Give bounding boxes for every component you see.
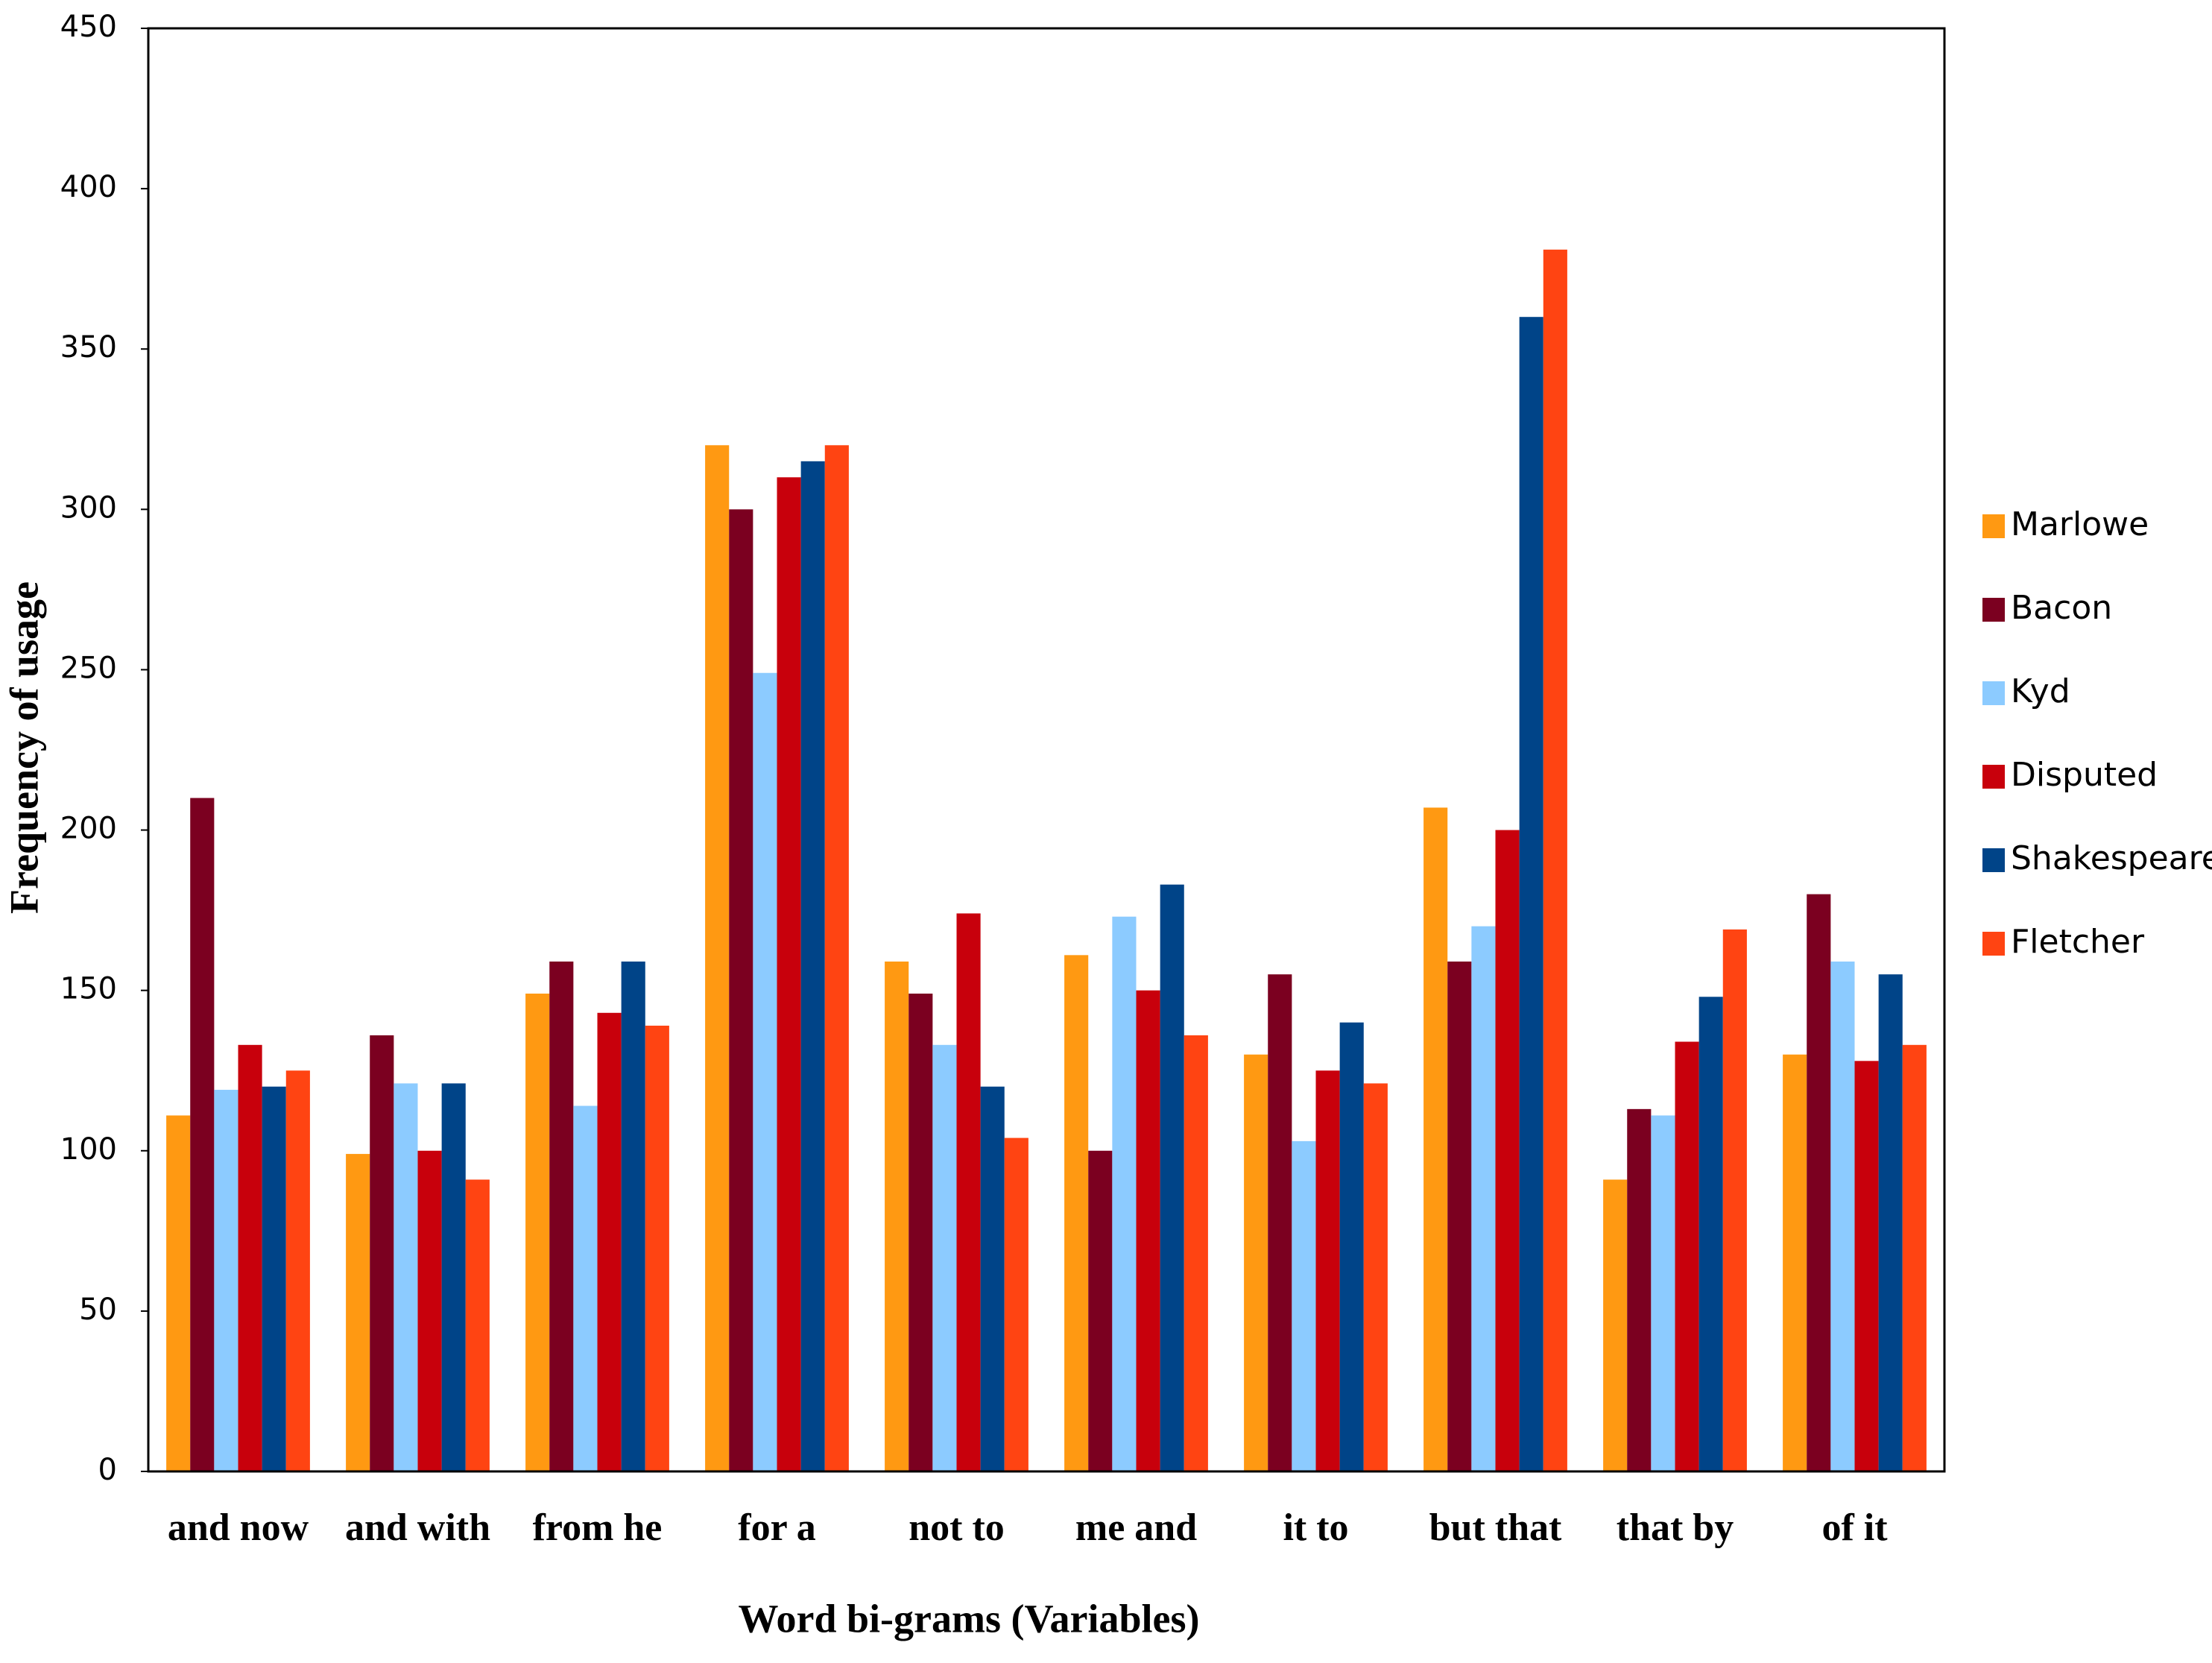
bar [980,1086,1005,1471]
x-tick-label: and now [168,1506,309,1549]
legend-swatch [1982,765,2005,789]
bar [1675,1041,1699,1471]
bar [1292,1140,1316,1471]
bar [1830,961,1855,1471]
bar [1698,997,1723,1471]
bar [370,1035,394,1471]
bar [885,961,909,1471]
bar [1807,894,1831,1471]
bar [238,1044,262,1471]
bar [1363,1083,1388,1471]
y-tick-label: 0 [98,1453,117,1487]
x-axis-title: Word bi-grams (Variables) [739,1596,1200,1641]
bar [956,913,981,1471]
bar [1112,916,1137,1471]
bar [394,1083,418,1471]
bar [824,445,849,1472]
legend-swatch [1982,681,2005,705]
y-tick-label: 200 [60,812,117,846]
bar [908,993,933,1471]
bar [705,445,730,1472]
x-tick-label: it to [1283,1506,1348,1549]
bar [417,1150,442,1471]
bar [1315,1070,1340,1471]
bar [1244,1054,1268,1471]
y-axis-title: Frequency of usage [1,581,46,914]
y-tick-label: 300 [60,490,117,525]
bar [465,1179,490,1471]
plot-frame [147,27,1946,1473]
x-tick-label: and with [345,1506,490,1549]
bar [1064,955,1089,1471]
bar [1878,974,1903,1471]
bar [525,993,550,1471]
bar [285,1070,310,1471]
bar [1339,1022,1364,1471]
bar [1627,1108,1652,1471]
bar [1423,807,1448,1471]
bar [1783,1054,1807,1471]
legend-label: Disputed [2011,756,2158,794]
y-tick-label: 50 [79,1293,117,1327]
bar [1004,1137,1028,1471]
bar [549,961,574,1471]
bar [753,672,777,1472]
bar [262,1086,286,1471]
x-tick-label: but that [1429,1506,1562,1549]
bar [1447,961,1472,1471]
legend-label: Shakespeare [2011,839,2212,877]
y-tick-label: 250 [60,651,117,685]
bar [1184,1035,1208,1471]
bar [1495,830,1520,1471]
x-tick-label: that by [1617,1506,1734,1549]
bar [621,961,645,1471]
bar [729,509,753,1472]
x-tick-label: me and [1075,1506,1197,1549]
bar [573,1105,598,1471]
legend-label: Fletcher [2011,923,2145,961]
bar [1603,1179,1628,1471]
legend-label: Kyd [2011,672,2070,710]
bar [932,1044,957,1471]
bar [1854,1061,1879,1471]
x-tick-label: for a [738,1506,815,1549]
bar [1471,926,1496,1471]
y-tick-label: 350 [60,330,117,365]
bar [190,798,215,1471]
legend-swatch [1982,598,2005,622]
bar [1519,317,1543,1472]
y-tick-label: 400 [60,170,117,204]
bar [1651,1115,1675,1471]
bar [166,1115,191,1471]
legend-swatch [1982,848,2005,872]
bar [645,1025,669,1471]
bar [1543,249,1567,1472]
bar [1160,884,1184,1471]
y-tick-label: 150 [60,972,117,1006]
bar [441,1083,466,1471]
bar [597,1012,622,1471]
bar [1722,929,1747,1471]
legend-label: Marlowe [2011,505,2149,543]
x-tick-label: from he [533,1506,663,1549]
bar [346,1154,370,1471]
x-tick-label: of it [1821,1506,1888,1549]
legend-label: Bacon [2011,589,2112,627]
y-tick-label: 450 [60,10,117,44]
legend-swatch [1982,514,2005,538]
bar [214,1090,238,1471]
bar [1088,1150,1113,1471]
legend-swatch [1982,932,2005,956]
bar [800,461,825,1471]
bar [1268,974,1292,1471]
bar [1902,1044,1927,1471]
bar [1136,990,1160,1471]
x-tick-label: not to [908,1506,1005,1549]
bar [777,477,801,1472]
y-tick-label: 100 [60,1132,117,1167]
